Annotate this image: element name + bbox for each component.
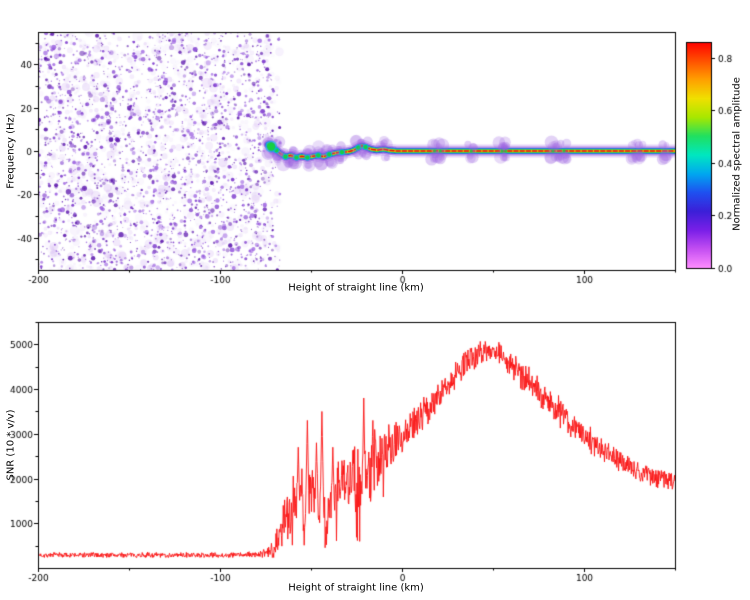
- snr-x-axis-label: Height of straight line (km): [288, 582, 424, 594]
- snr-plot: [0, 300, 750, 600]
- spectrogram-y-axis-label: Frequency (Hz): [5, 113, 17, 189]
- colorbar-label: Normalized spectral amplitude: [731, 77, 743, 231]
- spectrogram-x-axis-label: Height of straight line (km): [288, 282, 424, 294]
- snr-y-axis-label: SNR (10 * v/v): [5, 409, 17, 481]
- spectrogram-plot: [0, 0, 750, 300]
